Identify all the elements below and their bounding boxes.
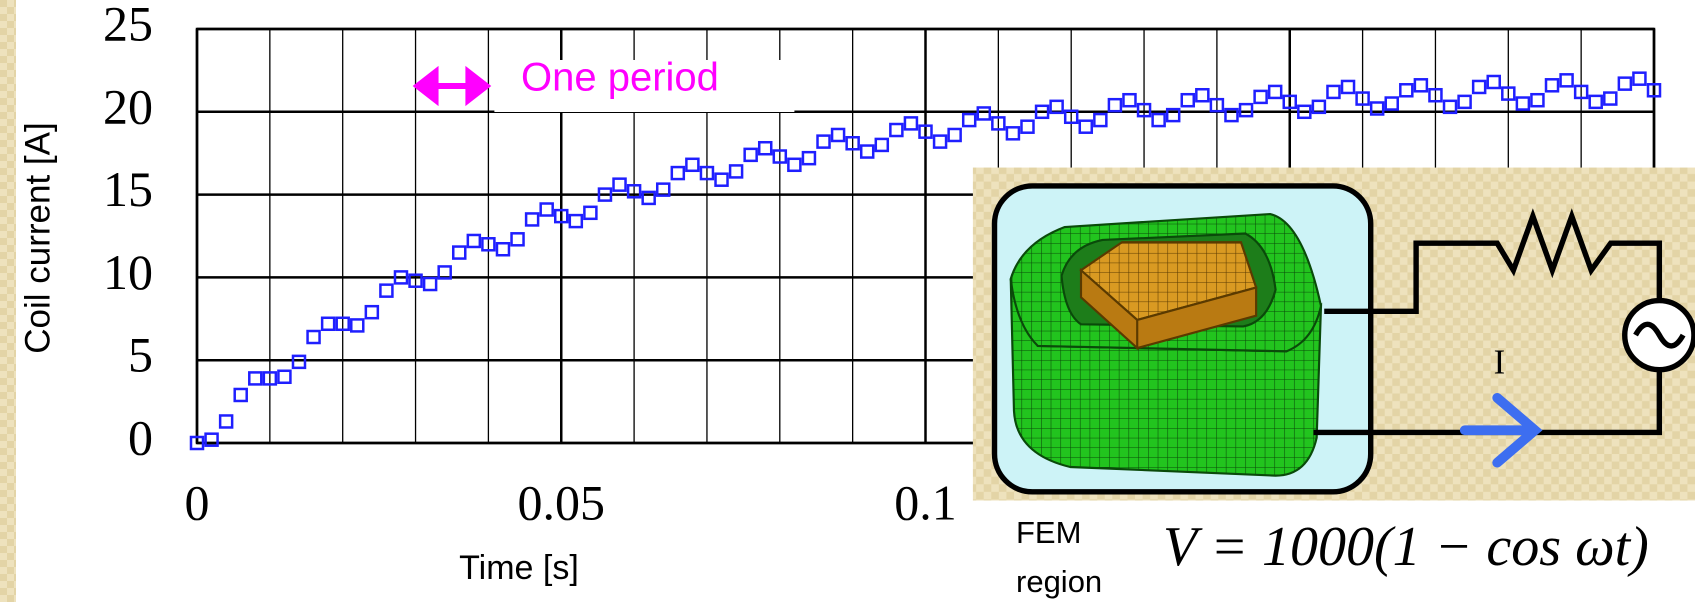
y-tick-label: 0 (128, 409, 153, 465)
x-tick-label: 0 (185, 474, 210, 530)
y-tick-label: 20 (103, 78, 153, 134)
y-tick-label: 15 (103, 161, 153, 217)
region-label: region (1016, 564, 1102, 599)
y-tick-label: 25 (103, 0, 153, 51)
x-tick-label: 0.05 (518, 474, 606, 530)
page: {"chart_data": {"type": "scatter", "mark… (0, 0, 1695, 602)
y-axis-label: Coil current [A] (18, 122, 57, 353)
y-tick-label: 5 (128, 327, 153, 383)
annotation: One period (521, 56, 719, 100)
x-tick-label: 0.1 (894, 474, 957, 530)
inset: I (973, 168, 1695, 501)
region-label: FEM (1016, 515, 1081, 550)
x-axis-label: Time [s] (459, 549, 579, 587)
equation: V = 1000(1 − cos ωt) (1163, 516, 1649, 578)
current-label: I (1494, 343, 1506, 381)
side-strip (0, 0, 16, 602)
chart: 0 5 10 15 20 25 0 0.05 0.1 One period Coil curren… (0, 0, 1695, 602)
y-tick-label: 10 (103, 244, 153, 300)
